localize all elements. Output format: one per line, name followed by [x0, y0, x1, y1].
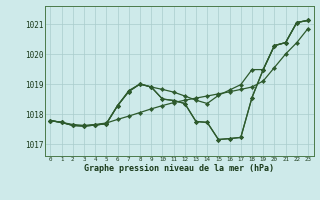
X-axis label: Graphe pression niveau de la mer (hPa): Graphe pression niveau de la mer (hPa) [84, 164, 274, 173]
